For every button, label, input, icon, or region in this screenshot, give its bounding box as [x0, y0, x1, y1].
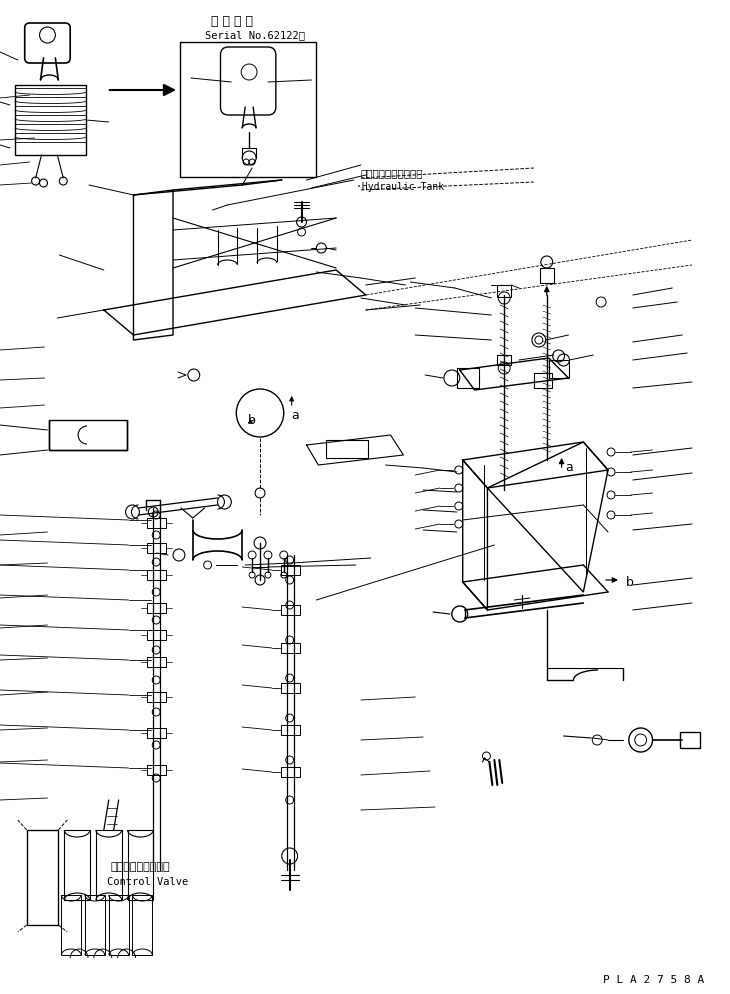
Bar: [180, 42, 316, 177]
Bar: [128, 830, 153, 900]
Bar: [50, 420, 126, 450]
Bar: [85, 895, 105, 955]
Text: a: a: [292, 409, 299, 421]
Bar: [281, 767, 299, 777]
Bar: [539, 268, 553, 283]
Text: 適 用 号 機: 適 用 号 機: [210, 15, 253, 28]
Bar: [147, 518, 166, 528]
Bar: [147, 765, 166, 775]
Bar: [680, 732, 700, 748]
Bar: [147, 657, 166, 667]
Bar: [147, 630, 166, 640]
Bar: [64, 830, 90, 900]
Bar: [132, 895, 153, 955]
Bar: [15, 85, 86, 155]
Text: ハイドロリックタンク: ハイドロリックタンク: [361, 168, 423, 178]
Bar: [281, 683, 299, 693]
Bar: [326, 440, 368, 458]
Bar: [27, 830, 58, 925]
Bar: [147, 692, 166, 702]
Bar: [61, 895, 81, 955]
Bar: [281, 605, 299, 615]
Bar: [147, 570, 166, 580]
Bar: [549, 360, 569, 378]
Bar: [109, 895, 128, 955]
Bar: [96, 830, 122, 900]
Bar: [281, 565, 299, 575]
Text: コントロールバルブ: コントロールバルブ: [111, 862, 170, 872]
Bar: [147, 543, 166, 553]
Text: P L A 2 7 5 8 A: P L A 2 7 5 8 A: [603, 975, 704, 985]
Bar: [457, 368, 479, 388]
Text: a: a: [566, 460, 573, 473]
Text: Control Valve: Control Valve: [107, 877, 188, 887]
Bar: [147, 728, 166, 738]
Bar: [534, 373, 552, 388]
Bar: [281, 643, 299, 653]
Text: Serial No.62122～: Serial No.62122～: [204, 30, 304, 40]
Bar: [147, 603, 166, 613]
Bar: [497, 285, 511, 297]
Text: b: b: [248, 414, 256, 426]
Bar: [497, 355, 511, 365]
Text: b: b: [626, 576, 634, 588]
Text: ·Hydraulic Tank: ·Hydraulic Tank: [356, 182, 444, 192]
Bar: [281, 725, 299, 735]
